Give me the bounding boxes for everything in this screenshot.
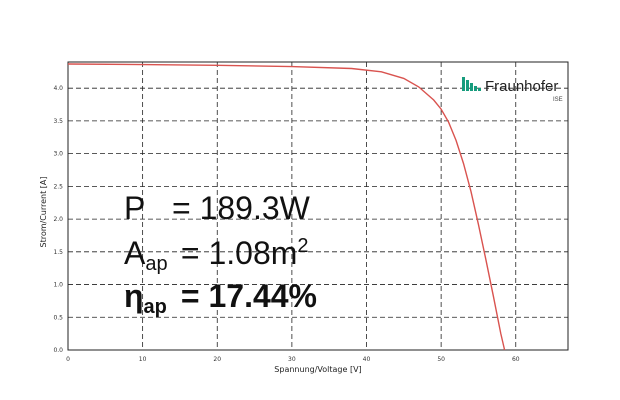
- area-symbol: A: [124, 235, 146, 271]
- x-tick-labels: 0 10 20 30 40 50 60: [66, 356, 520, 363]
- area-annotation: Aap = 1.08m2: [124, 236, 309, 274]
- plot-frame: [67, 61, 569, 351]
- power-symbol: P: [124, 190, 146, 226]
- y-tick-label: 2.0: [53, 216, 63, 223]
- fraunhofer-logo: Fraunhofer ISE: [462, 77, 563, 103]
- y-tick-label: 1.0: [53, 282, 63, 289]
- area-value: = 1.08m: [180, 235, 298, 271]
- efficiency-value: = 17.44%: [180, 278, 317, 314]
- y-tick-label: 4.0: [53, 85, 63, 92]
- y-tick-label: 0.5: [53, 314, 63, 321]
- y-axis-label: Strom/Current [A]: [39, 176, 48, 247]
- chart-grid: [67, 62, 568, 351]
- y-tick-label: 0.0: [53, 347, 63, 354]
- area-superscript: 2: [297, 235, 309, 257]
- plot-border: [67, 61, 569, 351]
- y-tick-label: 2.5: [53, 183, 63, 190]
- x-tick-label: 60: [512, 356, 520, 363]
- x-tick-label: 30: [288, 356, 296, 363]
- series-group: [67, 63, 506, 351]
- logo-name: Fraunhofer: [485, 78, 558, 95]
- y-tick-label: 3.0: [53, 151, 63, 158]
- x-tick-label: 50: [437, 356, 445, 363]
- power-value: = 189.3W: [172, 190, 310, 226]
- efficiency-annotation: ηap = 17.44%: [124, 280, 317, 317]
- area-symbol-group: Aap: [124, 237, 172, 274]
- y-tick-label: 1.5: [53, 249, 63, 256]
- efficiency-symbol-group: ηap: [124, 280, 172, 317]
- power-annotation: P = 189.3W: [124, 192, 310, 224]
- logo-sub: ISE: [553, 97, 563, 103]
- x-tick-label: 0: [66, 356, 70, 363]
- x-axis-label: Spannung/Voltage [V]: [274, 365, 361, 374]
- x-tick-label: 10: [139, 356, 147, 363]
- area-subscript: ap: [145, 253, 168, 275]
- y-tick-labels: 0.0 0.5 1.0 1.5 2.0 2.5 3.0 3.5 4.0: [53, 85, 63, 354]
- iv-curve-line: [67, 63, 506, 351]
- efficiency-symbol: η: [124, 278, 144, 314]
- x-tick-label: 40: [363, 356, 371, 363]
- y-tick-label: 3.5: [53, 118, 63, 125]
- efficiency-subscript: ap: [143, 296, 167, 318]
- x-tick-label: 20: [213, 356, 221, 363]
- fraunhofer-logo-icon: [462, 77, 481, 91]
